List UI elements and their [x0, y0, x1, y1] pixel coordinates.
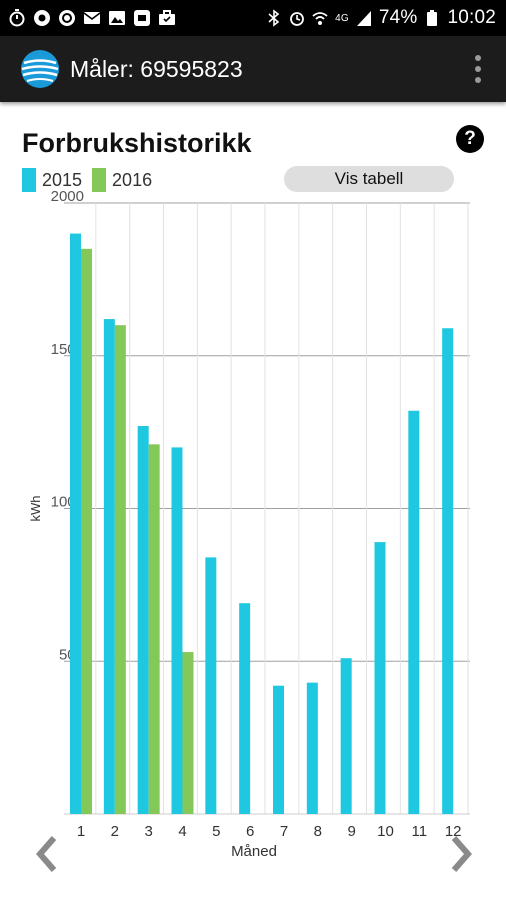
- alarm-icon: [289, 9, 305, 27]
- signal-icon: [356, 9, 372, 27]
- battery-percent: 74%: [378, 7, 418, 28]
- status-bar: 4G 74% 10:02: [0, 0, 506, 36]
- x-tick-label: 2: [111, 823, 119, 840]
- bar-2016-month-1[interactable]: [81, 248, 92, 814]
- legend-item-2016: 2016: [92, 168, 152, 192]
- x-tick-label: 7: [280, 823, 288, 840]
- bar-2015-month-9[interactable]: [340, 658, 352, 814]
- next-arrow-icon[interactable]: [448, 834, 474, 874]
- battery-icon: [424, 9, 440, 27]
- x-tick-label: 12: [445, 823, 462, 840]
- bar-2015-month-7[interactable]: [273, 685, 284, 814]
- timer-icon: [8, 9, 26, 27]
- bar-2016-month-2[interactable]: [114, 325, 126, 814]
- globe-logo-icon: [20, 49, 60, 89]
- chart-legend: 2015 2016: [22, 168, 162, 192]
- x-tick-label: 5: [212, 823, 220, 840]
- page-title: Forbrukshistorikk: [22, 128, 252, 158]
- x-tick-label: 4: [178, 823, 186, 840]
- help-button[interactable]: ?: [456, 125, 484, 153]
- y-axis-title: kWh: [28, 496, 43, 522]
- system-icons: 4G 74% 10:02: [266, 7, 496, 29]
- wifi-icon: [312, 9, 328, 27]
- x-tick-label: 8: [314, 823, 322, 840]
- bar-2016-month-3[interactable]: [148, 444, 160, 814]
- record-icon: [58, 9, 76, 27]
- app-title: Måler: 69595823: [70, 55, 243, 82]
- y-tick-label: 2000: [51, 190, 84, 205]
- legend-swatch: [92, 168, 107, 192]
- network-type-label: 4G: [335, 12, 349, 24]
- bluetooth-icon: [266, 9, 282, 27]
- legend-label: 2016: [112, 169, 153, 190]
- legend-swatch: [22, 168, 36, 192]
- record-icon: [33, 9, 51, 27]
- bar-2016-month-4[interactable]: [182, 652, 194, 814]
- bar-2015-month-4[interactable]: [171, 447, 183, 814]
- bar-2015-month-12[interactable]: [442, 328, 454, 814]
- legend-item-2015: 2015: [22, 168, 82, 192]
- bar-2015-month-3[interactable]: [137, 426, 149, 814]
- consumption-bar-chart: 500100015002000123456789101112MånedkWh: [28, 190, 470, 860]
- previous-arrow-icon[interactable]: [34, 834, 60, 874]
- x-tick-label: 1: [77, 823, 85, 840]
- bar-2015-month-10[interactable]: [374, 542, 386, 814]
- legend-label: 2015: [42, 169, 83, 190]
- bar-2015-month-11[interactable]: [408, 410, 420, 814]
- x-tick-label: 3: [144, 823, 152, 840]
- x-tick-label: 11: [412, 823, 428, 840]
- x-axis-title: Måned: [231, 843, 277, 860]
- bar-2015-month-6[interactable]: [239, 603, 251, 814]
- briefcase-icon: [158, 9, 176, 27]
- clock-time: 10:02: [447, 7, 496, 28]
- bar-2015-month-1[interactable]: [70, 233, 81, 815]
- x-tick-label: 10: [377, 823, 394, 840]
- bar-2015-month-8[interactable]: [306, 682, 318, 814]
- notification-icons: [8, 9, 176, 27]
- x-tick-label: 9: [347, 823, 355, 840]
- mail-icon: [83, 9, 101, 27]
- bar-2015-month-5[interactable]: [205, 557, 217, 814]
- overflow-menu-icon[interactable]: [466, 49, 490, 89]
- app-icon: [133, 9, 151, 27]
- app-bar: Måler: 69595823: [0, 36, 506, 102]
- image-icon: [108, 9, 126, 27]
- x-tick-label: 6: [246, 823, 254, 840]
- show-table-button[interactable]: Vis tabell: [284, 166, 454, 192]
- bar-2015-month-2[interactable]: [103, 319, 115, 814]
